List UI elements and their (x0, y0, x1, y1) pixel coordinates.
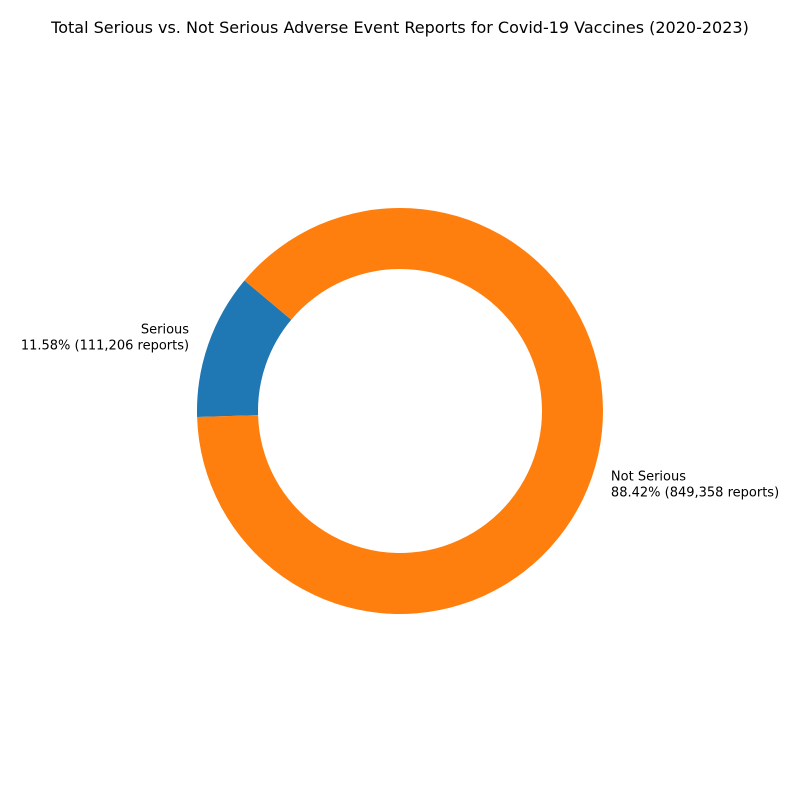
donut-slices (196, 208, 603, 614)
slice-label-not-serious: Not Serious 88.42% (849,358 reports) (611, 469, 779, 500)
slice-serious (196, 280, 292, 417)
slice-labels: Serious 11.58% (111,206 reports) Not Serio… (21, 323, 779, 501)
slice-not-serious (197, 208, 603, 614)
slice-label-serious: Serious 11.58% (111,206 reports) (21, 323, 189, 354)
chart-title: Total Serious vs. Not Serious Adverse Ev… (50, 18, 749, 37)
